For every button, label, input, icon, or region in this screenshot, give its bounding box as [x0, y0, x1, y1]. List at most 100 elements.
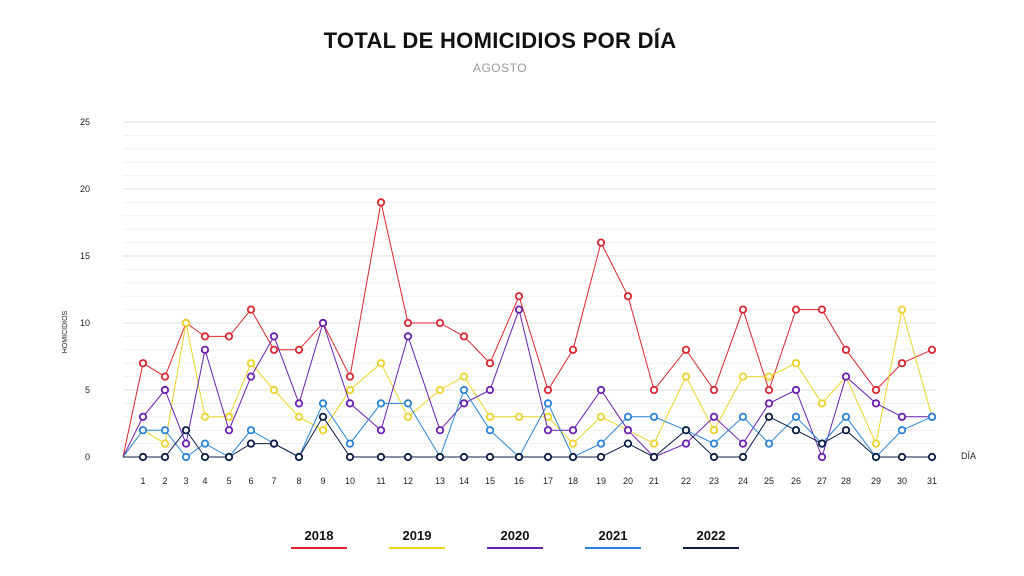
data-point	[435, 426, 445, 435]
data-point	[200, 452, 210, 462]
data-point	[459, 385, 469, 395]
data-point	[181, 318, 191, 328]
data-point	[246, 305, 256, 314]
data-point	[269, 332, 279, 341]
data-point	[817, 439, 827, 448]
x-tick-label: 12	[403, 476, 413, 486]
data-point	[623, 426, 633, 435]
data-point	[764, 385, 774, 395]
data-point	[681, 372, 691, 381]
data-point	[224, 412, 234, 421]
data-point	[318, 426, 328, 435]
data-point	[709, 412, 719, 421]
data-point	[294, 345, 304, 354]
data-point	[596, 238, 606, 247]
data-point	[181, 439, 191, 448]
x-tick-label: 15	[485, 476, 495, 486]
series-2021	[122, 385, 937, 462]
y-tick-label: 10	[80, 318, 90, 328]
legend-item-2022: 2022	[662, 528, 760, 549]
x-tick-label: 9	[320, 476, 325, 486]
data-point	[514, 452, 524, 462]
data-point	[543, 385, 553, 395]
legend: 2018 2019 2020 2021 2022	[270, 528, 760, 549]
series-line	[123, 415, 932, 458]
x-tick-label: 18	[568, 476, 578, 486]
data-point	[200, 412, 210, 421]
data-point	[224, 452, 234, 462]
data-point	[294, 452, 304, 462]
data-point	[568, 452, 578, 462]
data-point	[459, 332, 469, 341]
data-point	[318, 412, 328, 421]
data-point	[841, 426, 851, 435]
data-point	[817, 305, 827, 314]
legend-label: 2018	[304, 528, 334, 543]
data-point	[841, 412, 851, 421]
data-point	[160, 426, 170, 435]
data-point	[485, 385, 495, 395]
legend-item-2019: 2019	[368, 528, 466, 549]
data-point	[376, 399, 386, 408]
legend-swatch	[389, 547, 445, 549]
data-point	[764, 372, 774, 381]
data-point	[138, 359, 148, 368]
data-point	[791, 385, 801, 395]
data-point	[623, 439, 633, 448]
legend-label: 2021	[598, 528, 628, 543]
y-tick-label: 5	[85, 385, 90, 395]
series-lines	[122, 198, 937, 462]
data-point	[160, 452, 170, 462]
data-point	[927, 345, 937, 354]
data-point	[709, 452, 719, 462]
legend-label: 2022	[696, 528, 726, 543]
data-point	[376, 452, 386, 462]
data-point	[459, 452, 469, 462]
x-tick-label: 1	[140, 476, 145, 486]
data-point	[200, 439, 210, 448]
x-tick-label: 19	[596, 476, 606, 486]
data-point	[246, 372, 256, 381]
x-tick-label: 28	[841, 476, 851, 486]
data-point	[738, 452, 748, 462]
data-point	[376, 426, 386, 435]
x-tick-label: 7	[271, 476, 276, 486]
data-point	[514, 412, 524, 421]
data-point	[485, 426, 495, 435]
data-point	[543, 426, 553, 435]
data-point	[269, 345, 279, 354]
x-tick-label: 14	[459, 476, 469, 486]
series-line	[122, 202, 933, 458]
x-tick-label: 24	[738, 476, 748, 486]
data-point	[649, 452, 659, 462]
x-tick-label: 27	[817, 476, 827, 486]
data-point	[897, 452, 907, 462]
data-point	[709, 439, 719, 448]
data-point	[841, 345, 851, 354]
data-point	[138, 452, 148, 462]
x-tick-label: 10	[345, 476, 355, 486]
data-point	[345, 452, 355, 462]
series-2022	[123, 412, 937, 462]
data-point	[649, 412, 659, 421]
data-point	[138, 412, 148, 421]
data-point	[485, 452, 495, 462]
data-point	[791, 305, 801, 314]
data-point	[345, 439, 355, 448]
legend-item-2021: 2021	[564, 528, 662, 549]
data-point	[318, 399, 328, 408]
data-point	[224, 426, 234, 435]
data-point	[764, 399, 774, 408]
series-line	[122, 388, 933, 459]
data-point	[871, 385, 881, 395]
data-point	[200, 332, 210, 341]
data-point	[649, 385, 659, 395]
x-axis-label: DÍA	[961, 451, 976, 461]
data-point	[435, 452, 445, 462]
x-tick-label: 29	[871, 476, 881, 486]
data-point	[649, 439, 659, 448]
data-point	[927, 412, 937, 421]
data-point	[459, 372, 469, 381]
legend-swatch	[291, 547, 347, 549]
data-point	[791, 426, 801, 435]
